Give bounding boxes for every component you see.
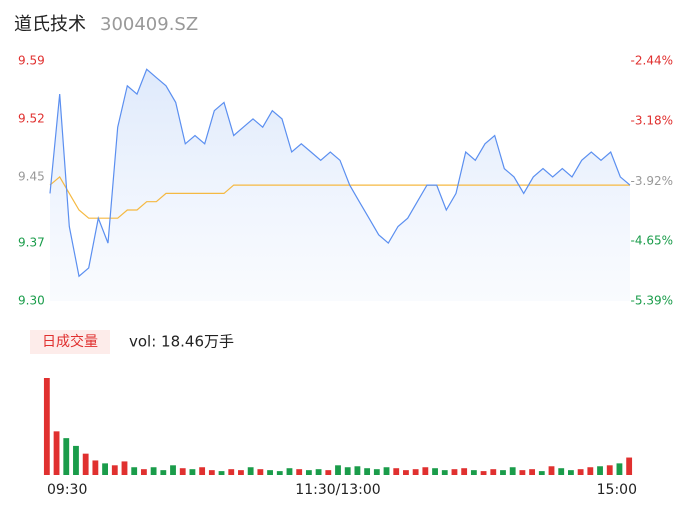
volume-bar: [412, 469, 419, 475]
volume-bar: [393, 468, 400, 475]
volume-bar: [43, 378, 50, 475]
y-tick-label: 9.30: [18, 294, 45, 308]
volume-bar: [238, 470, 244, 475]
volume-bar: [577, 469, 584, 475]
volume-bar: [538, 471, 545, 475]
volume-bar: [335, 465, 341, 475]
volume-bar: [296, 469, 303, 475]
volume-bar: [315, 469, 322, 475]
volume-bar: [208, 470, 215, 475]
x-tick-label: 09:30: [47, 482, 87, 498]
volume-bar: [305, 470, 312, 475]
y-tick-label: 9.59: [18, 54, 45, 68]
volume-bar: [160, 470, 167, 475]
volume-bar: [179, 468, 186, 475]
volume-bar: [519, 470, 526, 475]
volume-bar: [403, 470, 409, 475]
volume-legend: 日成交量: [42, 333, 98, 350]
volume-bar: [470, 470, 477, 475]
volume-bar: [228, 469, 235, 475]
y-tick-label: 9.45: [18, 169, 45, 183]
volume-bar: [267, 470, 273, 475]
volume-bar: [548, 466, 555, 475]
x-tick-label: 15:00: [597, 482, 637, 498]
volume-bar: [587, 467, 594, 475]
volume-bar: [247, 467, 254, 475]
volume-bar: [121, 461, 128, 475]
volume-bar: [170, 465, 176, 475]
volume-bar: [568, 470, 574, 475]
y2-tick-label: -4.65%: [631, 233, 673, 247]
x-tick-label: 11:30/13:00: [295, 482, 380, 498]
volume-bar: [383, 467, 390, 475]
volume-bar: [189, 469, 196, 475]
volume-bar: [500, 470, 506, 475]
volume-bar: [626, 457, 633, 475]
volume-bar: [82, 453, 89, 475]
y2-tick-label: -3.92%: [631, 174, 673, 188]
volume-bar: [616, 463, 623, 475]
volume-bar: [92, 460, 99, 475]
volume-bar: [490, 469, 497, 475]
y2-tick-label: -2.44%: [631, 54, 673, 68]
volume-legend-box: [30, 330, 110, 354]
volume-bar: [140, 469, 147, 475]
y2-tick-label: -5.39%: [631, 294, 673, 308]
volume-bar: [480, 471, 487, 475]
volume-bar: [102, 463, 108, 475]
volume-bar: [111, 465, 118, 475]
volume-bar: [509, 467, 516, 475]
y2-tick-label: -3.18%: [631, 114, 673, 128]
volume-bar: [441, 470, 448, 475]
volume-bar: [150, 467, 157, 475]
volume-bar: [286, 468, 293, 475]
volume-bar: [218, 471, 225, 475]
volume-bar: [606, 465, 613, 475]
volume-bar: [558, 468, 565, 475]
stock-name: 道氏技术: [14, 14, 86, 35]
volume-bar: [325, 470, 332, 475]
volume-bar: [276, 471, 283, 475]
volume-text: vol: 18.46万手: [129, 333, 234, 351]
volume-bar: [73, 445, 79, 475]
volume-bar: [422, 467, 429, 475]
volume-bar: [53, 431, 60, 475]
volume-bar: [451, 469, 458, 475]
volume-bar: [373, 469, 380, 475]
volume-bar: [63, 438, 70, 475]
stock-code: 300409.SZ: [100, 14, 198, 35]
volume-bar: [354, 466, 361, 475]
y-tick-label: 9.37: [18, 236, 45, 250]
volume-bar: [131, 467, 138, 475]
volume-bar: [597, 466, 603, 475]
y-tick-label: 9.52: [18, 111, 45, 125]
volume-bar: [461, 468, 468, 475]
volume-bar: [257, 469, 264, 475]
volume-bar: [364, 468, 371, 475]
volume-bar: [432, 468, 438, 475]
volume-bar: [199, 467, 206, 475]
price-line: [49, 68, 631, 278]
volume-bar: [529, 469, 536, 475]
volume-bar: [344, 467, 351, 475]
average-line: [49, 175, 630, 219]
